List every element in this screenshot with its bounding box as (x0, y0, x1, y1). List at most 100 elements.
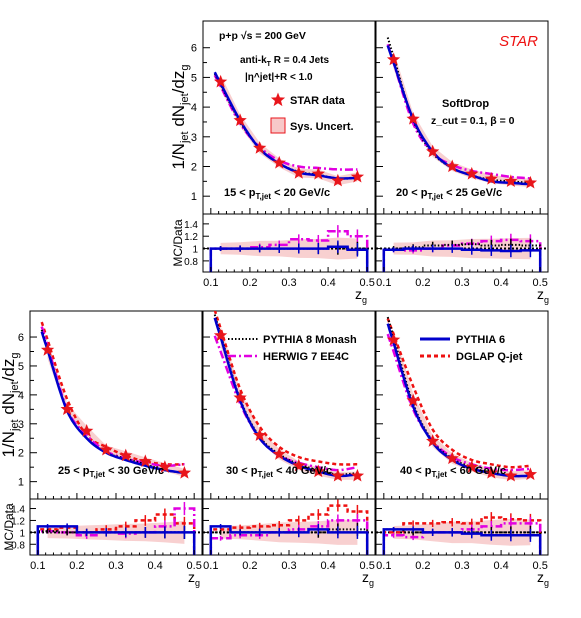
ratio_pythia8-step-4 (382, 528, 542, 555)
data-point-4-3 (445, 451, 459, 465)
data-point-2-2 (80, 424, 94, 437)
ratio-tick-label: 1 (19, 528, 25, 539)
data-point-1-2 (426, 144, 440, 158)
y-tick-label: 4 (18, 390, 24, 402)
legend-pythia6-label: PYTHIA 6 (456, 334, 505, 346)
y-tick-label: 6 (191, 43, 197, 55)
data-point-2-3 (99, 442, 113, 456)
ratio_pythia6-step-0 (209, 245, 369, 272)
main-curve-group-1 (386, 37, 531, 186)
panel-label-0: 15 < pT,jet < 20 GeV/c (224, 187, 330, 201)
y-tick-label: 4 (191, 102, 197, 114)
x-tick-label: 0.4 (493, 277, 508, 289)
data-point-group-0 (213, 74, 365, 187)
data-point-0-7 (350, 169, 365, 183)
data-point-1-7 (523, 175, 538, 189)
y-tick-label: 3 (191, 132, 197, 144)
legend-dglap-label: DGLAP Q-jet (456, 351, 523, 363)
x-tick-label: 0.3 (281, 560, 296, 572)
x-tick-label: 0.5 (533, 560, 548, 572)
legend-data-label: STAR data (290, 95, 346, 107)
data-point-3-1 (233, 390, 247, 404)
x-tick-label: 0.2 (415, 277, 430, 289)
y-axis-title-top: 1/Njet dNjet/dzg (169, 65, 191, 170)
legend-sys-label: Sys. Uncert. (290, 121, 354, 133)
data-point-group-2 (40, 343, 192, 479)
data-point-4-4 (465, 460, 479, 473)
ratio-axis-title-bottom: MC/Data (2, 503, 16, 551)
ratio-tick-label: 1.2 (184, 232, 198, 243)
data-point-group-1 (386, 52, 538, 189)
y-tick-label: 6 (18, 332, 24, 344)
x-tick-label: 0.2 (69, 560, 84, 572)
data-point-2-5 (138, 454, 152, 468)
legend-pythia8: PYTHIA 8 Monash (228, 334, 357, 346)
data-point-4-1 (406, 393, 420, 407)
ratio_pythia6-step-4 (382, 528, 542, 555)
main-frame-0 (202, 20, 376, 215)
panel-label-4: 40 < pT,jet < 60 GeV/c (400, 465, 506, 479)
x-tick-label: 0.3 (454, 560, 469, 572)
x-tick-label: 0.1 (376, 560, 391, 572)
legend-data: STAR data (270, 92, 346, 107)
data-point-3-4 (292, 458, 306, 472)
herwig-curve-3 (213, 335, 358, 472)
jet-label: anti-kT R = 0.4 Jets (240, 55, 329, 68)
pythia8-curve-1 (386, 37, 531, 184)
ratio-tick-label: 1 (192, 245, 198, 256)
data-point-0-1 (233, 113, 247, 127)
ratio_pythia8-step-1 (382, 243, 542, 272)
ratio-tick-label: 1.2 (11, 516, 25, 527)
data-point-3-2 (253, 428, 267, 442)
panel-label-3: 30 < pT,jet < 40 GeV/c (226, 465, 332, 479)
y-axis-title-bottom: 1/Njet dNjet/dzg (0, 353, 21, 458)
legend-dglap: DGLAP Q-jet (420, 351, 523, 363)
x-tick-label: 0.2 (242, 560, 257, 572)
ratio-curve-group-0 (209, 225, 369, 272)
data-point-group-3 (213, 328, 365, 482)
legend-sys: Sys. Uncert. (270, 117, 354, 134)
experiment-label: STAR (499, 33, 538, 50)
data-point-0-2 (253, 141, 267, 154)
x-tick-label: 0.3 (454, 277, 469, 289)
sys-band-0 (220, 74, 358, 186)
data-point-group-4 (386, 332, 538, 482)
ratio-tick-label: 0.8 (11, 540, 25, 551)
ratio-tick-label: 1.4 (11, 505, 25, 516)
data-point-2-6 (158, 460, 172, 473)
legend-pythia8-label: PYTHIA 8 Monash (263, 334, 357, 346)
data-point-1-6 (504, 174, 518, 187)
eta-label: |η^jet|+R < 1.0 (245, 72, 313, 83)
data-point-0-6 (331, 173, 345, 187)
data-point-3-3 (272, 447, 286, 460)
ratio-curve-group-3 (209, 499, 369, 555)
x-tick-label: 0.4 (493, 560, 508, 572)
system-label: p+p √s = 200 GeV (219, 30, 306, 42)
ratio-axis-title-top: MC/Data (171, 219, 185, 267)
x-tick-label: 0.3 (281, 277, 296, 289)
x-tick-label: 0.2 (242, 277, 257, 289)
model-curves (36, 37, 542, 555)
legend-herwig: HERWIG 7 EE4C (228, 351, 349, 363)
y-tick-label: 1 (18, 477, 24, 489)
ratio-curve-group-1 (382, 233, 542, 272)
data-point-0-0 (213, 74, 228, 88)
x-tick-label: 0.2 (415, 560, 430, 572)
herwig-curve-0 (213, 74, 358, 171)
data-point-4-0 (386, 332, 401, 346)
ratio_dglap-step-4 (382, 516, 542, 555)
legend-sys-swatch (270, 117, 286, 134)
sys-band-2 (47, 341, 185, 478)
y-tick-label: 3 (18, 419, 24, 431)
x-tick-label: 0.5 (533, 277, 548, 289)
data-point-1-1 (406, 111, 420, 125)
dglap-curve-4 (386, 318, 531, 469)
ratio-curve-group-2 (36, 501, 196, 555)
data-point-1-5 (484, 171, 498, 185)
x-tick-label: 0.4 (147, 560, 162, 572)
y-tick-label: 2 (18, 448, 24, 460)
ratio-tick-label: 0.8 (184, 257, 198, 268)
data-point-3-0 (213, 328, 228, 342)
legend-pythia6: PYTHIA 6 (420, 334, 505, 346)
